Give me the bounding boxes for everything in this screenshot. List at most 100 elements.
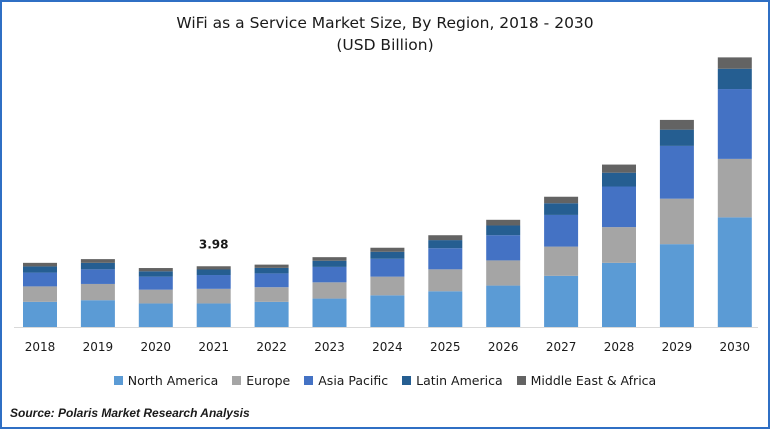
bar-segment-2030-1 (717, 158, 752, 218)
x-tick-label: 2029 (662, 340, 693, 354)
stacked-bar-chart: 2018 2019 2020 2021 3.98 2022 2023 2024 2025 2026… (14, 57, 758, 354)
bar-segment-2025-4 (428, 235, 463, 241)
bar-segment-2029-2 (659, 145, 694, 199)
legend-label: Middle East & Africa (530, 373, 657, 388)
bar-segment-2029-3 (659, 129, 694, 146)
bar-segment-2019-3 (80, 262, 115, 270)
x-tick-label: 2027 (546, 340, 577, 354)
bar-segment-2022-0 (254, 301, 289, 327)
bar-segment-2025-1 (428, 269, 463, 292)
bar-segment-2020-2 (138, 276, 173, 290)
source-note: Source: Polaris Market Research Analysis (10, 406, 250, 420)
bar-segment-2027-0 (544, 275, 579, 327)
bar-segment-2019-0 (80, 300, 115, 327)
bar-segment-2030-4 (717, 57, 752, 69)
bar-segment-2022-1 (254, 287, 289, 302)
bar-segment-2018-0 (23, 301, 57, 327)
bar-segment-2027-3 (544, 203, 579, 215)
legend-swatch (516, 376, 526, 385)
bar-segment-2021-4 (196, 266, 231, 270)
bar-segment-2020-3 (138, 271, 173, 277)
legend-item: Asia Pacific (304, 373, 388, 388)
legend-label: Latin America (416, 373, 503, 388)
bar-segment-2030-0 (717, 217, 752, 327)
bar-segment-2018-2 (23, 272, 57, 287)
bar-segment-2029-0 (659, 244, 694, 327)
chart-subtitle: (USD Billion) (336, 36, 434, 54)
x-tick-label: 2018 (25, 340, 56, 354)
bar-segment-2021-0 (196, 303, 231, 327)
bar-segment-2022-4 (254, 264, 289, 268)
legend-label: Europe (246, 373, 291, 388)
bar-segment-2021-1 (196, 288, 231, 304)
bar-segment-2018-4 (23, 262, 57, 267)
bar-segment-2023-0 (312, 298, 347, 327)
bar-segment-2020-0 (138, 303, 173, 327)
legend-item: Latin America (402, 373, 503, 388)
bar-segment-2019-4 (80, 259, 115, 263)
x-tick-label: 2023 (314, 340, 345, 354)
bar-segment-2024-3 (370, 251, 405, 259)
bar-segment-2019-2 (80, 269, 115, 284)
legend-item: North America (113, 373, 219, 388)
bar-segment-2026-1 (486, 260, 521, 286)
x-tick-label: 2019 (83, 340, 114, 354)
x-tick-label: 2030 (720, 340, 751, 354)
bar-segment-2028-4 (602, 164, 636, 173)
bar-segment-2024-0 (370, 295, 405, 327)
data-label: 3.98 (199, 237, 229, 251)
bar-segment-2028-0 (602, 262, 636, 327)
bar-segment-2026-4 (486, 219, 521, 226)
bar-segment-2029-4 (659, 119, 694, 130)
bar-segment-2026-2 (486, 235, 521, 261)
bar-segment-2027-2 (544, 214, 579, 247)
x-tick-label: 2022 (256, 340, 287, 354)
legend-item: Europe (232, 373, 290, 388)
legend-swatch (232, 376, 242, 385)
bar-segment-2024-2 (370, 258, 405, 277)
bar-segment-2023-4 (312, 257, 347, 261)
bar-segment-2018-3 (23, 266, 57, 273)
bar-segment-2024-4 (370, 247, 405, 252)
legend-swatch (402, 376, 412, 385)
legend-label: Asia Pacific (318, 373, 389, 388)
bar-segment-2020-1 (138, 289, 173, 304)
x-tick-label: 2020 (141, 340, 172, 354)
bar-segment-2028-1 (602, 227, 636, 263)
legend-swatch (113, 376, 123, 385)
x-tick-label: 2028 (604, 340, 635, 354)
bar-segment-2023-2 (312, 266, 347, 283)
bar-segment-2025-0 (428, 291, 463, 327)
bar-segment-2021-2 (196, 275, 231, 289)
bar-segment-2018-1 (23, 286, 57, 302)
chart-title: WiFi as a Service Market Size, By Region… (176, 14, 594, 32)
chart-legend: North America Europe Asia Pacific Latin Ame… (2, 373, 768, 388)
bar-segment-2022-2 (254, 273, 289, 288)
bar-segment-2025-2 (428, 248, 463, 270)
legend-label: North America (127, 373, 219, 388)
bar-segment-2027-1 (544, 246, 579, 276)
bar-segment-2030-3 (717, 68, 752, 90)
bar-segment-2026-3 (486, 225, 521, 236)
bar-segment-2029-1 (659, 198, 694, 245)
bar-segment-2023-1 (312, 282, 347, 299)
bar-segment-2023-3 (312, 260, 347, 267)
bar-segment-2021-3 (196, 269, 231, 276)
bar-segment-2026-0 (486, 285, 521, 327)
bar-segment-2025-3 (428, 240, 463, 249)
bar-segment-2024-1 (370, 276, 405, 296)
x-tick-label: 2025 (430, 340, 461, 354)
bar-segment-2027-4 (544, 196, 579, 204)
bar-segment-2020-4 (138, 268, 173, 272)
x-tick-label: 2026 (488, 340, 519, 354)
bar-segment-2019-1 (80, 283, 115, 301)
legend-swatch (304, 376, 314, 385)
bar-segment-2022-3 (254, 267, 289, 274)
legend-item: Middle East & Africa (516, 373, 657, 388)
bar-segment-2030-2 (717, 89, 752, 159)
bar-segment-2028-2 (602, 186, 636, 228)
bar-segment-2028-3 (602, 172, 636, 187)
x-tick-label: 2024 (372, 340, 403, 354)
x-tick-label: 2021 (198, 340, 229, 354)
